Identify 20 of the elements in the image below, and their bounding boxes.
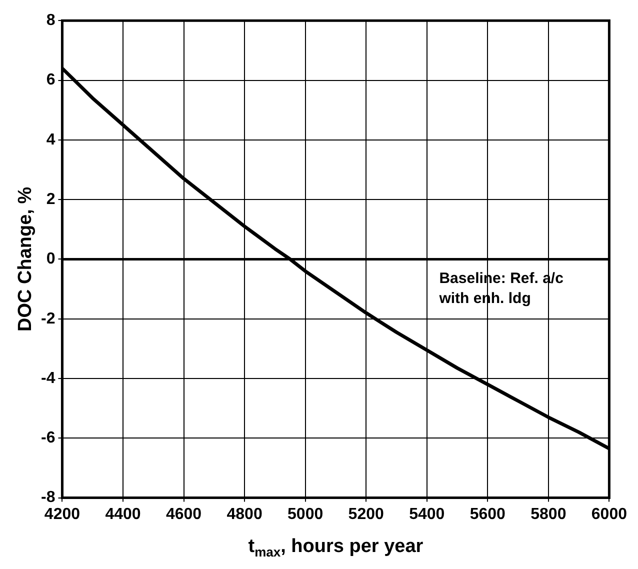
x-tick-label: 4600	[166, 506, 202, 523]
x-tick-label: 5000	[288, 506, 324, 523]
x-tick-label: 5800	[530, 506, 566, 523]
x-tick-label: 5600	[470, 506, 506, 523]
x-tick-label: 6000	[591, 506, 628, 523]
y-tick-label: -2	[40, 310, 56, 328]
y-tick-label: -8	[40, 489, 56, 506]
y-tick-label: 2	[46, 190, 56, 208]
x-tick-label: 4800	[226, 506, 262, 523]
x-tick-label: 5400	[409, 506, 445, 523]
y-tick-label: 8	[46, 12, 56, 30]
x-tick-label: 5200	[348, 506, 384, 523]
y-tick-label: 6	[46, 72, 56, 89]
y-tick-label: 0	[46, 250, 56, 268]
x-tick-label: 4200	[44, 506, 80, 523]
x-tick-label: 4400	[105, 506, 141, 523]
y-axis-title: DOC Change, %	[15, 186, 36, 332]
y-tick-label: -4	[40, 370, 56, 387]
y-tick-label: -6	[40, 430, 56, 447]
y-tick-label: 4	[46, 131, 56, 148]
